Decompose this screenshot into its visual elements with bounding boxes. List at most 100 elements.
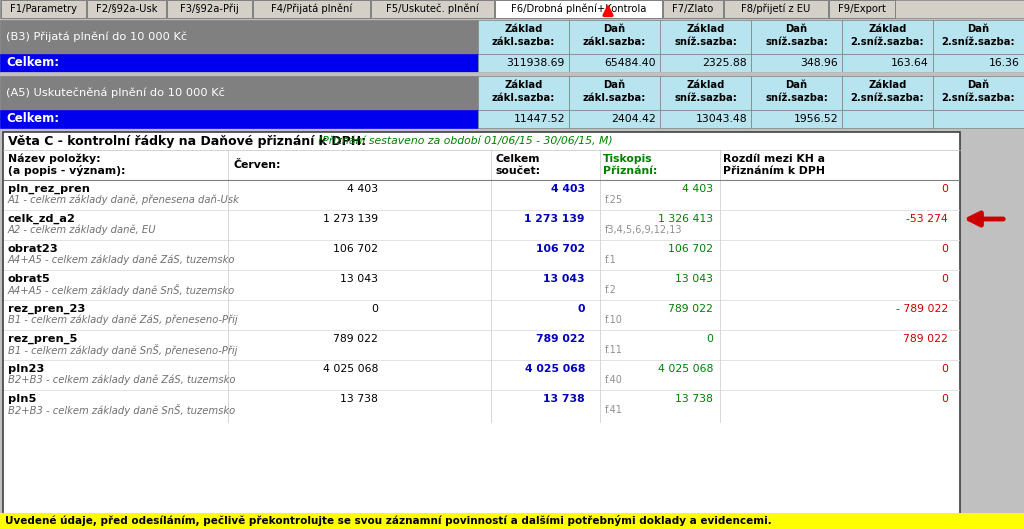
Text: f.11: f.11: [605, 345, 623, 355]
Text: 2.sníž.sazba:: 2.sníž.sazba:: [942, 93, 1016, 103]
Text: 65484.40: 65484.40: [604, 58, 656, 68]
Bar: [0, 72, 1024, 76]
Text: F3/§92a-Přij: F3/§92a-Přij: [180, 4, 239, 14]
Bar: [0, 0, 1024, 18]
Text: 1 273 139: 1 273 139: [323, 214, 378, 224]
Text: 163.64: 163.64: [891, 58, 929, 68]
Text: sníž.sazba:: sníž.sazba:: [674, 37, 737, 47]
Text: 0: 0: [578, 304, 585, 314]
Text: 4 025 068: 4 025 068: [657, 364, 713, 374]
Bar: [660, 110, 751, 128]
Text: 2.sníž.sazba:: 2.sníž.sazba:: [851, 37, 925, 47]
Text: sníž.sazba:: sníž.sazba:: [765, 93, 828, 103]
Text: -53 274: -53 274: [906, 214, 948, 224]
Text: 348.96: 348.96: [800, 58, 838, 68]
Text: Celkem:: Celkem:: [6, 57, 59, 69]
Text: 4 025 068: 4 025 068: [524, 364, 585, 374]
Text: A2 - celkem základy daně, EU: A2 - celkem základy daně, EU: [8, 225, 157, 235]
Text: 13 043: 13 043: [675, 274, 713, 284]
Text: 0: 0: [941, 184, 948, 194]
Bar: [478, 54, 569, 72]
Text: F5/Uskuteč. plnění: F5/Uskuteč. plnění: [386, 4, 479, 14]
Bar: [371, 0, 494, 18]
Text: Celkem: Celkem: [495, 154, 540, 164]
Text: Základ: Základ: [686, 80, 725, 90]
Text: 106 702: 106 702: [668, 244, 713, 254]
Text: 13043.48: 13043.48: [695, 114, 746, 124]
Bar: [253, 0, 370, 18]
Text: zákl.sazba:: zákl.sazba:: [492, 37, 555, 47]
Text: 13 738: 13 738: [544, 394, 585, 404]
Text: 311938.69: 311938.69: [507, 58, 565, 68]
Text: A4+A5 - celkem základy daně SnŠ, tuzemsko: A4+A5 - celkem základy daně SnŠ, tuzemsk…: [8, 284, 236, 296]
Text: Název položky:: Název položky:: [8, 154, 100, 164]
Text: 2404.42: 2404.42: [611, 114, 656, 124]
Text: 0: 0: [941, 364, 948, 374]
Text: pln5: pln5: [8, 394, 37, 404]
Text: zákl.sazba:: zákl.sazba:: [492, 93, 555, 103]
Bar: [478, 76, 569, 110]
Bar: [3, 132, 961, 528]
Bar: [0, 54, 478, 72]
Text: Základ: Základ: [504, 80, 543, 90]
Bar: [0, 76, 478, 110]
Text: zákl.sazba:: zákl.sazba:: [583, 37, 646, 47]
Bar: [660, 20, 751, 54]
Text: f.25: f.25: [605, 195, 624, 205]
Bar: [495, 0, 662, 18]
Text: 0: 0: [941, 244, 948, 254]
Bar: [842, 54, 933, 72]
Text: 11447.52: 11447.52: [513, 114, 565, 124]
Bar: [751, 76, 842, 110]
Text: (B3) Přijatá plnění do 10 000 Kč: (B3) Přijatá plnění do 10 000 Kč: [6, 32, 187, 42]
Text: f.1: f.1: [605, 255, 616, 265]
Text: rez_pren_5: rez_pren_5: [8, 334, 78, 344]
Text: Přiznání:: Přiznání:: [603, 166, 657, 176]
Text: Celkem:: Celkem:: [6, 113, 59, 125]
Text: F2/§92a-Usk: F2/§92a-Usk: [96, 4, 158, 14]
Bar: [663, 0, 723, 18]
Text: (A5) Uskutečněná plnění do 10 000 Kč: (A5) Uskutečněná plnění do 10 000 Kč: [6, 88, 225, 98]
Text: (Přiznání sestaveno za období 01/06/15 - 30/06/15, M): (Přiznání sestaveno za období 01/06/15 -…: [318, 137, 612, 147]
Text: B2+B3 - celkem základy daně SnŠ, tuzemsko: B2+B3 - celkem základy daně SnŠ, tuzemsk…: [8, 404, 236, 416]
Text: Základ: Základ: [504, 24, 543, 34]
Text: pln23: pln23: [8, 364, 44, 374]
Bar: [660, 76, 751, 110]
Text: 2.sníž.sazba:: 2.sníž.sazba:: [851, 93, 925, 103]
Text: 2.sníž.sazba:: 2.sníž.sazba:: [942, 37, 1016, 47]
Text: 1 273 139: 1 273 139: [524, 214, 585, 224]
Text: 0: 0: [941, 274, 948, 284]
Text: f3,4,5,6,9,12,13: f3,4,5,6,9,12,13: [605, 225, 683, 235]
Text: F1/Parametry: F1/Parametry: [10, 4, 77, 14]
Text: 789 022: 789 022: [668, 304, 713, 314]
Text: f.2: f.2: [605, 285, 616, 295]
Bar: [0, 513, 1024, 529]
Text: Základ: Základ: [868, 80, 906, 90]
Text: F6/Drobná plnění+Kontrola: F6/Drobná plnění+Kontrola: [511, 4, 646, 14]
Text: 13 738: 13 738: [675, 394, 713, 404]
Bar: [0, 110, 478, 128]
Text: 106 702: 106 702: [333, 244, 378, 254]
Bar: [569, 20, 660, 54]
Bar: [842, 110, 933, 128]
Text: Tiskopis: Tiskopis: [603, 154, 652, 164]
Text: rez_pren_23: rez_pren_23: [8, 304, 85, 314]
Text: sníž.sazba:: sníž.sazba:: [765, 37, 828, 47]
Bar: [478, 110, 569, 128]
Text: f.40: f.40: [605, 375, 623, 385]
Text: pln_rez_pren: pln_rez_pren: [8, 184, 90, 194]
Text: 789 022: 789 022: [333, 334, 378, 344]
Text: součet:: součet:: [495, 166, 540, 176]
Text: 4 403: 4 403: [347, 184, 378, 194]
Text: 0: 0: [706, 334, 713, 344]
Text: Základ: Základ: [686, 24, 725, 34]
Text: 1 326 413: 1 326 413: [657, 214, 713, 224]
Text: 789 022: 789 022: [536, 334, 585, 344]
Text: F7/Zlato: F7/Zlato: [673, 4, 714, 14]
Text: Daň: Daň: [968, 24, 989, 34]
Text: Uvedené údaje, před odesíláním, pečlivě překontrolujte se svou záznamní povinnos: Uvedené údaje, před odesíláním, pečlivě …: [5, 515, 772, 526]
Text: zákl.sazba:: zákl.sazba:: [583, 93, 646, 103]
Text: B2+B3 - celkem základy daně ZáS, tuzemsko: B2+B3 - celkem základy daně ZáS, tuzemsk…: [8, 375, 236, 385]
Text: Přiznáním k DPH: Přiznáním k DPH: [723, 166, 825, 176]
Bar: [167, 0, 252, 18]
